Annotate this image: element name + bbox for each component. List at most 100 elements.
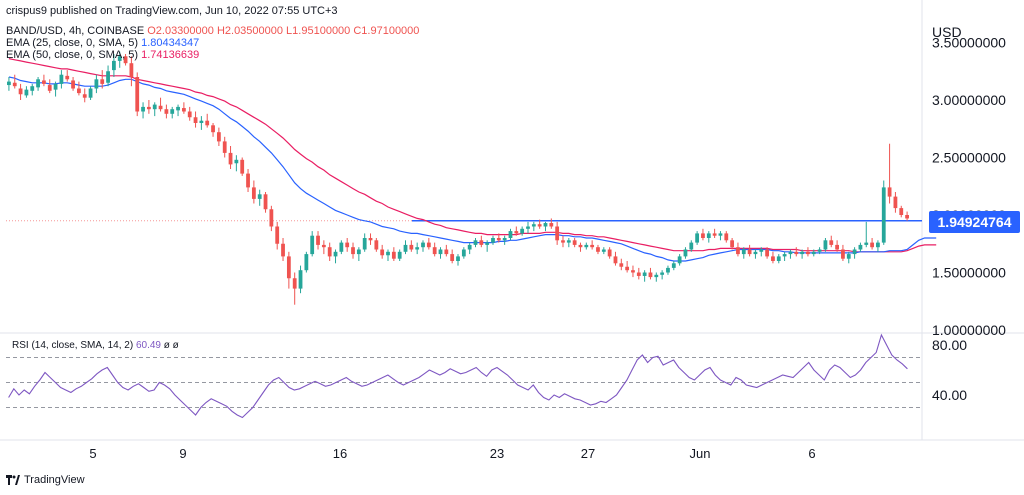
ema50-legend: EMA (50, close, 0, SMA, 5) 1.74136639 <box>6 49 199 61</box>
candle-body <box>835 244 839 250</box>
candle-body <box>304 254 309 271</box>
symbol-label: BAND/USD, 4h, COINBASE <box>6 25 145 37</box>
candle-body <box>811 251 816 255</box>
candle-body <box>806 251 810 255</box>
time-tick-label: 16 <box>333 446 347 461</box>
candle-body <box>53 83 58 90</box>
candle-body <box>590 244 595 248</box>
candle-body <box>432 247 437 255</box>
candle-body <box>368 238 373 241</box>
candle-body <box>403 244 408 252</box>
candle-body <box>578 244 583 248</box>
candle-body <box>584 244 589 248</box>
candle-body <box>321 244 326 248</box>
candle-body <box>613 256 618 264</box>
candle-body <box>631 270 635 273</box>
candle-body <box>152 104 157 110</box>
candle-body <box>386 251 390 256</box>
candle-body <box>421 242 425 248</box>
candle-body <box>71 80 75 89</box>
candle-body <box>683 249 688 257</box>
candle-body <box>356 249 361 255</box>
candle-body <box>211 125 215 133</box>
candle-body <box>12 82 17 87</box>
tradingview-logo-icon <box>6 475 20 485</box>
candle-body <box>508 231 513 238</box>
candle-body <box>24 89 29 96</box>
candle-body <box>858 244 863 250</box>
candle-body <box>491 238 495 243</box>
candle-body <box>450 254 455 261</box>
ema25-label: EMA (25, close, 0, SMA, 5) <box>6 37 139 49</box>
ema25-value: 1.80434347 <box>141 37 200 49</box>
price-tick-label: 2.50000000 <box>932 150 1006 166</box>
candle-body <box>881 187 886 243</box>
candle-body <box>625 266 630 271</box>
candle-body <box>572 240 577 245</box>
candle-body <box>467 244 472 250</box>
candle-body <box>730 240 735 248</box>
candle-body <box>438 249 443 255</box>
candle-body <box>292 278 297 289</box>
footer-brand: TradingView <box>6 474 85 486</box>
candle-body <box>339 242 344 252</box>
candle-body <box>741 249 746 255</box>
candle-body <box>736 247 740 255</box>
candle-body <box>117 56 122 61</box>
candle-body <box>146 106 151 110</box>
rsi-legend: RSI (14, close, SMA, 14, 2) 60.49 ø ø <box>12 340 179 351</box>
ema25-line <box>8 76 937 262</box>
candle-body <box>771 256 775 261</box>
candle-body <box>531 224 536 227</box>
candle-body <box>409 244 414 250</box>
time-tick-label: Jun <box>690 446 711 461</box>
candle-body <box>345 242 350 248</box>
candle-body <box>852 249 857 255</box>
currency-label: USD <box>932 24 962 40</box>
candle-body <box>181 108 186 112</box>
candle-body <box>374 240 379 250</box>
ohlc-values: O2.03300000 H2.03500000 L1.95100000 C1.9… <box>147 25 420 37</box>
candle-body <box>788 251 793 255</box>
candle-body <box>753 251 758 255</box>
candle-body <box>601 249 606 252</box>
candle-body <box>88 88 93 98</box>
time-tick-label: 6 <box>808 446 815 461</box>
candle-body <box>316 235 320 245</box>
candle-body <box>701 233 705 238</box>
rsi-tick-label: 80.00 <box>932 337 967 353</box>
candle-body <box>176 106 180 111</box>
candle-body <box>222 141 227 153</box>
candle-body <box>327 247 332 257</box>
candle-body <box>846 254 851 259</box>
candle-body <box>234 159 239 164</box>
candle-body <box>607 249 612 257</box>
candle-body <box>520 228 525 234</box>
candle-body <box>671 263 676 268</box>
candle-body <box>864 242 869 245</box>
candle-body <box>689 242 694 250</box>
candle-body <box>216 132 221 142</box>
candle-body <box>205 120 210 126</box>
candle-body <box>129 63 134 77</box>
candle-body <box>94 79 99 89</box>
candle-body <box>479 240 484 245</box>
candle-body <box>514 231 519 234</box>
candle-body <box>397 251 402 259</box>
symbol-legend: BAND/USD, 4h, COINBASE O2.03300000 H2.03… <box>6 25 419 37</box>
candle-body <box>199 120 204 123</box>
candle-body <box>619 263 624 267</box>
candle-body <box>473 240 478 245</box>
candle-body <box>648 272 653 278</box>
candle-body <box>123 56 128 64</box>
candle-body <box>566 240 571 243</box>
rsi-label: RSI (14, close, SMA, 14, 2) <box>12 340 134 351</box>
tradingview-brand-text: TradingView <box>24 474 85 486</box>
candle-body <box>286 256 291 279</box>
price-tick-label: 1.00000000 <box>932 322 1006 338</box>
candle-body <box>695 233 700 243</box>
candle-body <box>496 238 501 241</box>
time-tick-label: 23 <box>490 446 504 461</box>
price-tick-label: 1.50000000 <box>932 265 1006 281</box>
